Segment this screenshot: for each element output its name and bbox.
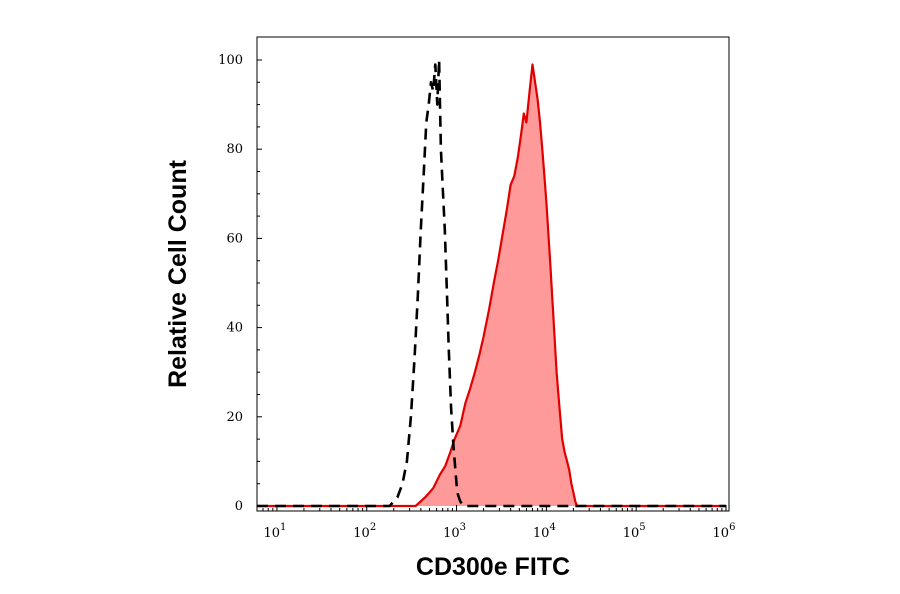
series-layer [257, 58, 726, 508]
control-histogram-line [257, 58, 726, 508]
x-tick-label: 104 [533, 522, 556, 541]
x-axis-title: CD300e FITC [416, 553, 570, 581]
plot-frame [256, 36, 730, 512]
stained-histogram-fill [257, 64, 726, 506]
y-axis: 0 20 40 60 80 100 [218, 53, 262, 514]
x-tick-label: 102 [353, 522, 376, 541]
x-tick-label: 105 [623, 522, 646, 541]
y-tick-label: 20 [226, 410, 243, 425]
y-tick-label: 40 [226, 321, 243, 336]
y-tick-label: 100 [218, 53, 243, 68]
y-tick-label: 80 [226, 142, 243, 157]
x-tick-label: 106 [713, 522, 736, 541]
stained-histogram-line [257, 63, 726, 508]
y-tick-label: 0 [235, 499, 243, 514]
x-tick-label: 101 [263, 522, 286, 541]
x-axis: 101 102 103 104 105 106 [256, 505, 736, 541]
x-tick-label: 103 [443, 522, 466, 541]
y-tick-label: 60 [226, 231, 243, 246]
y-axis-title: Relative Cell Count [164, 159, 192, 387]
